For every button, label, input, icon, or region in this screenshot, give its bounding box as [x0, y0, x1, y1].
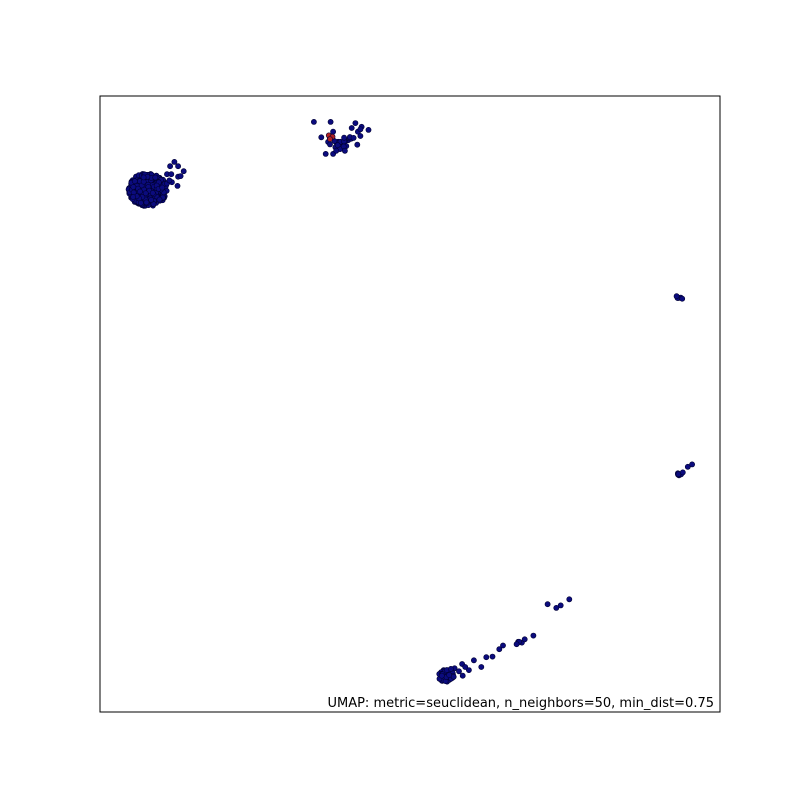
scatter-point	[168, 164, 173, 169]
scatter-point	[439, 673, 444, 678]
scatter-point	[181, 169, 186, 174]
scatter-point	[176, 164, 181, 169]
scatter-point	[311, 119, 316, 124]
scatter-point	[680, 296, 685, 301]
scatter-point	[172, 159, 177, 164]
scatter-point	[149, 197, 154, 202]
scatter-point	[554, 605, 559, 610]
scatter-point	[334, 148, 339, 153]
scatter-point	[327, 142, 332, 147]
scatter-point	[490, 654, 495, 659]
scatter-point	[500, 643, 505, 648]
scatter-point	[157, 197, 162, 202]
scatter-point	[514, 642, 519, 647]
scatter-point	[131, 194, 136, 199]
scatter-point	[447, 672, 452, 677]
scatter-point	[167, 178, 172, 183]
scatter-point	[479, 664, 484, 669]
scatter-point	[328, 119, 333, 124]
scatter-point	[674, 294, 679, 299]
scatter-point	[522, 637, 527, 642]
scatter-point	[463, 664, 468, 669]
scatter-point	[531, 633, 536, 638]
scatter-point-highlight	[327, 137, 332, 142]
scatter-point	[460, 673, 465, 678]
scatter-point	[342, 148, 347, 153]
scatter-point	[484, 655, 489, 660]
scatter-point	[353, 121, 358, 126]
scatter-point	[349, 125, 354, 130]
scatter-point	[456, 669, 461, 674]
scatter-point	[351, 135, 356, 140]
scatter-point	[690, 462, 695, 467]
scatter-point	[175, 183, 180, 188]
scatter-point	[143, 191, 148, 196]
scatter-point	[355, 142, 360, 147]
scatter-point	[471, 658, 476, 663]
scatter-point	[131, 184, 136, 189]
scatter-point	[323, 151, 328, 156]
scatter-point	[358, 133, 363, 138]
plot-annotation: UMAP: metric=seuclidean, n_neighbors=50,…	[327, 696, 714, 711]
scatter-point	[342, 135, 347, 140]
scatter-point	[358, 127, 363, 132]
scatter-point	[137, 189, 142, 194]
scatter-point	[144, 200, 149, 205]
scatter-point	[169, 172, 174, 177]
scatter-point	[132, 179, 137, 184]
scatter-point	[160, 185, 165, 190]
scatter-point	[178, 174, 183, 179]
scatter-point	[150, 190, 155, 195]
scatter-point	[567, 597, 572, 602]
scatter-point	[319, 135, 324, 140]
scatter-point	[545, 602, 550, 607]
scatter-point	[335, 143, 340, 148]
scatter-point	[331, 129, 336, 134]
scatter-point	[366, 127, 371, 132]
scatter-point	[138, 200, 143, 205]
scatter-point	[141, 175, 146, 180]
scatter-point	[153, 175, 158, 180]
scatter-point	[680, 470, 685, 475]
scatter-point	[448, 666, 453, 671]
